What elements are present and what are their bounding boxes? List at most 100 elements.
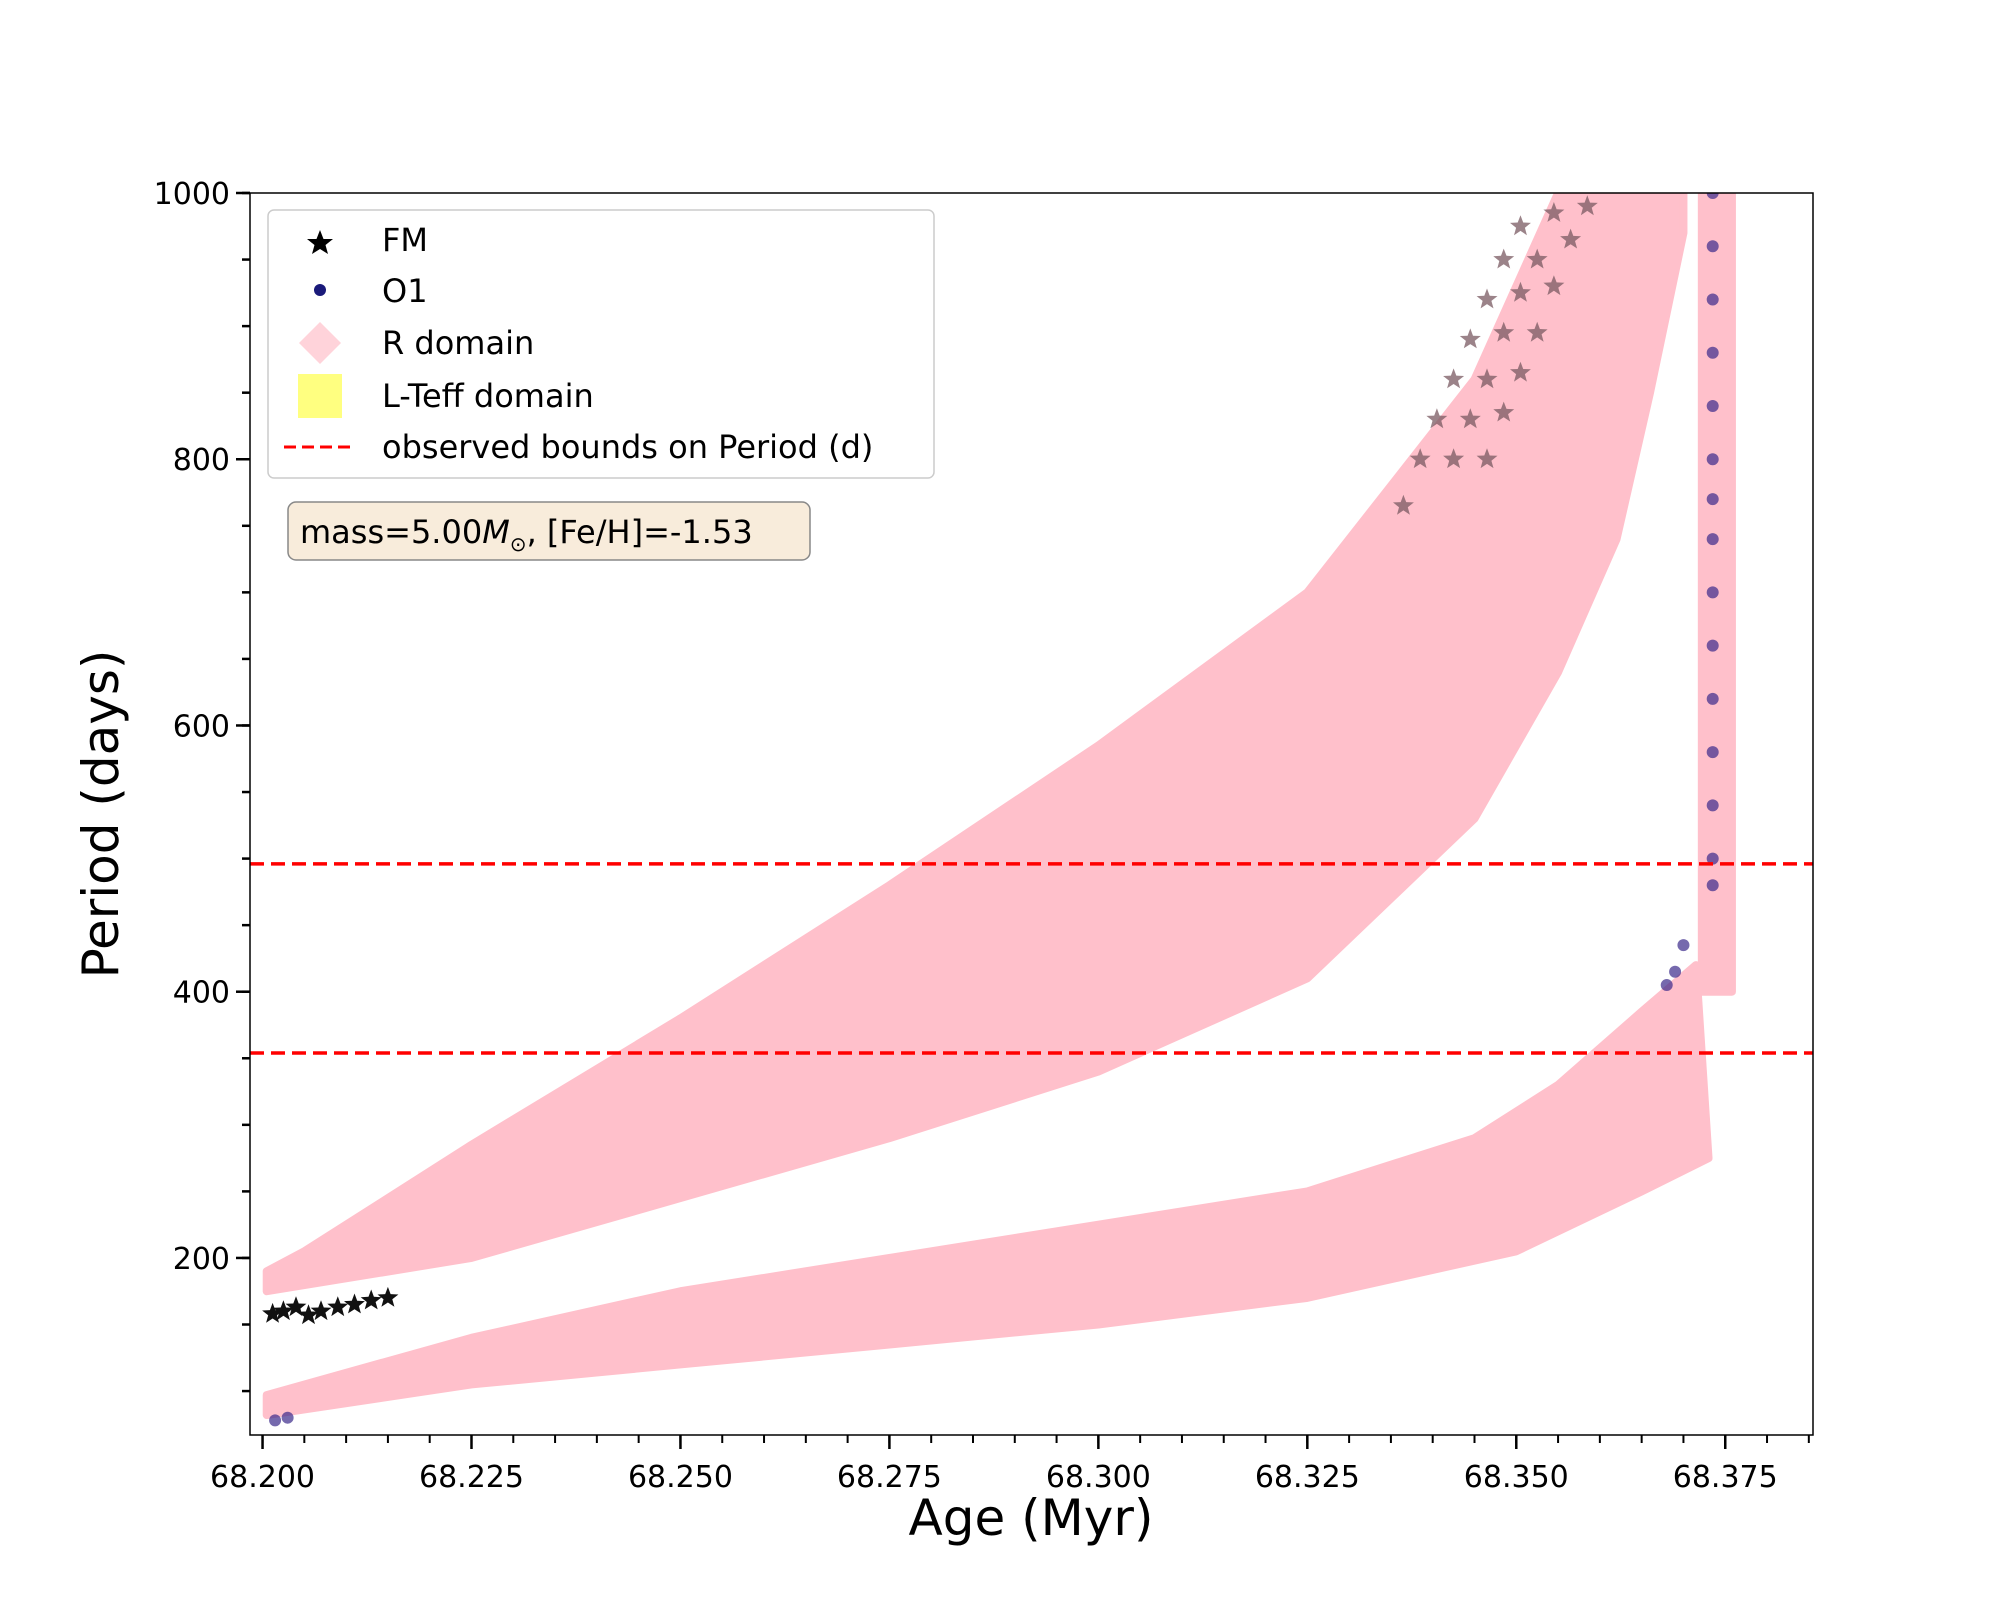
x-tick-label-6: 68.350 [1464, 1460, 1569, 1495]
x-tick-label-5: 68.325 [1255, 1460, 1360, 1495]
y-tick-label-4: 1000 [154, 177, 230, 212]
y-tick-label-1: 400 [173, 976, 230, 1011]
x-tick-label-3: 68.275 [837, 1460, 942, 1495]
fm-star-17 [1443, 448, 1465, 469]
x-tick-label-4: 68.300 [1046, 1460, 1151, 1495]
annotation-suffix: , [Fe/H]=-1.53 [527, 513, 753, 551]
fm-star-20 [1493, 321, 1515, 342]
fm-star-5 [327, 1296, 349, 1317]
legend-label-observed-bounds: observed bounds on Period (d) [382, 428, 873, 466]
fm-star-14 [1476, 288, 1498, 309]
y-tick-label-2: 600 [173, 709, 230, 744]
r-domain-bands [262, 193, 1736, 1420]
y-tick-label-0: 200 [173, 1242, 230, 1277]
fm-star-27 [1526, 321, 1548, 342]
x-tick-label-0: 68.200 [210, 1460, 315, 1495]
o1-dot-10 [1706, 586, 1719, 599]
model-annotation: mass=5.00M⊙, [Fe/H]=-1.53 [287, 501, 811, 561]
fm-star-7 [360, 1289, 382, 1310]
fm-star-23 [1543, 202, 1565, 222]
legend-label-o1: O1 [382, 272, 428, 310]
fm-star-9 [1393, 494, 1414, 515]
legend: FM O1 R domain L-Teff domain observed bo… [267, 209, 935, 479]
o1-dot-18 [1669, 965, 1682, 978]
legend-dot-icon [314, 284, 326, 296]
legend-box [267, 209, 935, 479]
legend-entry-r-domain: R domain [299, 322, 534, 364]
o1-dot-7 [1706, 453, 1719, 466]
o1-dot-2 [1706, 193, 1719, 199]
legend-entry-observed-bounds: observed bounds on Period (d) [284, 428, 873, 466]
o1-dot-0 [269, 1414, 282, 1427]
annotation-box [287, 501, 811, 561]
o1-dot-12 [1706, 692, 1719, 705]
fm-star-3 [298, 1304, 319, 1325]
o1-dot-8 [1706, 493, 1719, 506]
fm-star-26 [1510, 361, 1531, 382]
fm-star-15 [1493, 248, 1515, 269]
fm-star-6 [344, 1293, 365, 1314]
legend-label-fm: FM [382, 221, 428, 259]
legend-entry-o1: O1 [314, 272, 428, 310]
annotation-text: mass=5.00M⊙, [Fe/H]=-1.53 [300, 513, 753, 556]
o1-dot-5 [1706, 346, 1719, 359]
fm-star-22 [1526, 248, 1548, 269]
o1-dot-13 [1706, 746, 1719, 759]
o1-dot-3 [1706, 240, 1719, 253]
o1-dot-4 [1706, 293, 1719, 306]
x-tick-label-7: 68.375 [1673, 1460, 1778, 1495]
o1-dot-17 [1677, 939, 1690, 952]
plot-frame [249, 192, 1814, 1436]
fm-star-11 [1426, 408, 1448, 429]
fm-star-8 [377, 1286, 399, 1307]
fm-star-16 [1510, 215, 1531, 236]
r-domain-band-0 [262, 193, 1688, 1296]
annotation-sun-subscript: ⊙ [510, 532, 527, 556]
plot-area [250, 193, 1813, 1427]
legend-entry-l-teff-domain: L-Teff domain [298, 374, 594, 418]
fm-star-25 [1493, 401, 1515, 422]
x-axis: 68.200 68.225 68.250 68.275 68.300 68.325 68.3… [210, 1435, 1810, 1495]
fm-star-21 [1510, 281, 1531, 302]
o1-dot-19 [1660, 979, 1673, 992]
o1-dot-9 [1706, 533, 1719, 546]
y-axis: 200 400 600 800 1000 [154, 177, 250, 1393]
fm-star-19 [1476, 368, 1498, 389]
o1-dot-15 [1706, 852, 1719, 865]
fm-star-13 [1459, 328, 1481, 349]
fm-star-24 [1476, 448, 1498, 469]
legend-entry-fm: FM [307, 221, 428, 259]
y-axis-label: Period (days) [72, 650, 130, 979]
fm-star-12 [1443, 368, 1465, 389]
fm-star-29 [1560, 228, 1582, 249]
fm-star-28 [1543, 275, 1565, 296]
o1-dot-11 [1706, 639, 1719, 652]
fm-star-1 [273, 1300, 294, 1321]
legend-star-icon [307, 230, 333, 254]
legend-label-l-teff-domain: L-Teff domain [382, 377, 594, 415]
o1-dot-6 [1706, 399, 1719, 412]
x-tick-label-1: 68.225 [419, 1460, 524, 1495]
o1-dot-14 [1706, 799, 1719, 812]
fm-star-18 [1459, 408, 1481, 429]
fm-star-10 [1409, 448, 1431, 469]
legend-label-r-domain: R domain [382, 324, 534, 362]
observed-bound-lines [250, 862, 1813, 1055]
x-axis-label: Age (Myr) [909, 1489, 1154, 1547]
fm-star-30 [1576, 195, 1598, 216]
x-tick-label-2: 68.250 [628, 1460, 733, 1495]
fm-star-0 [262, 1302, 283, 1323]
legend-square-icon [298, 374, 342, 418]
annotation-prefix: mass=5.00 [300, 513, 482, 551]
r-domain-band-1 [262, 961, 1713, 1420]
o1-dot-1 [281, 1411, 294, 1424]
annotation-mass-symbol: M [482, 513, 510, 551]
fm-star-2 [285, 1296, 307, 1317]
fm-star-markers [262, 195, 1598, 1325]
legend-diamond-icon [299, 322, 341, 364]
y-tick-label-3: 800 [173, 443, 230, 478]
o1-dot-16 [1706, 879, 1719, 892]
fm-star-4 [310, 1300, 332, 1321]
o1-dot-markers [269, 193, 1719, 1427]
